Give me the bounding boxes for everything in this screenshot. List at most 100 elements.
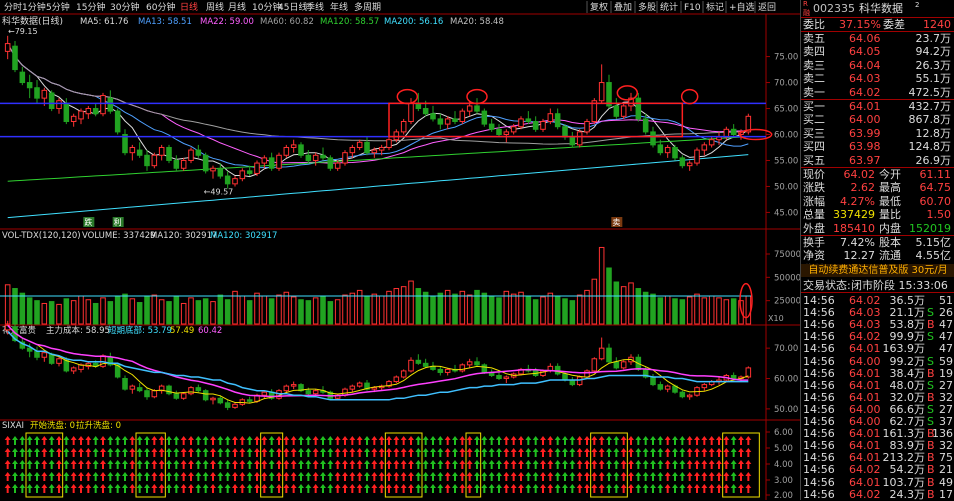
volume-bar[interactable] bbox=[525, 295, 532, 325]
candle-body[interactable] bbox=[254, 162, 260, 174]
ind2-candle-body[interactable] bbox=[466, 361, 473, 366]
ind2-candle-body[interactable] bbox=[34, 350, 40, 358]
ind2-candle-body[interactable] bbox=[657, 384, 664, 390]
candle-body[interactable] bbox=[114, 110, 121, 133]
volume-bar[interactable] bbox=[371, 293, 378, 325]
candle-body[interactable] bbox=[569, 136, 576, 146]
volume-bar[interactable] bbox=[298, 299, 304, 325]
candle-body[interactable] bbox=[56, 100, 62, 110]
candle-body[interactable] bbox=[657, 144, 664, 154]
candle-body[interactable] bbox=[540, 121, 546, 130]
volume-bar[interactable] bbox=[415, 288, 422, 325]
volume-bar[interactable] bbox=[672, 298, 678, 325]
tab-10[interactable]: 45日线 bbox=[278, 1, 307, 13]
ind2-candle-body[interactable] bbox=[63, 359, 70, 372]
volume-bar[interactable] bbox=[268, 298, 275, 325]
volume-bar[interactable] bbox=[444, 289, 451, 325]
volume-bar[interactable] bbox=[19, 292, 26, 325]
ind2-candle-body[interactable] bbox=[232, 403, 238, 408]
ind2-candle-body[interactable] bbox=[422, 362, 429, 367]
candle-body[interactable] bbox=[503, 131, 510, 135]
volume-bar[interactable] bbox=[378, 295, 385, 325]
candle-body[interactable] bbox=[290, 144, 297, 148]
tab-2[interactable]: 5分钟 bbox=[46, 1, 70, 13]
candle-body[interactable] bbox=[613, 105, 620, 117]
candle-body[interactable] bbox=[364, 141, 370, 154]
ind2-candle-body[interactable] bbox=[41, 352, 48, 358]
volume-bar[interactable] bbox=[320, 295, 326, 325]
candle-body[interactable] bbox=[415, 102, 422, 110]
ind2-candle-body[interactable] bbox=[166, 385, 172, 395]
ind2-candle-body[interactable] bbox=[459, 364, 466, 372]
tab-9[interactable]: 10分钟 bbox=[252, 1, 281, 13]
candle-body[interactable] bbox=[686, 162, 693, 167]
candle-body[interactable] bbox=[591, 100, 598, 123]
ind2-candle-body[interactable] bbox=[26, 347, 33, 352]
candle-body[interactable] bbox=[246, 170, 253, 174]
candle-body[interactable] bbox=[422, 108, 429, 115]
volume-bar[interactable] bbox=[474, 289, 480, 325]
volume-bar[interactable] bbox=[496, 297, 502, 325]
volume-bar[interactable] bbox=[518, 291, 524, 325]
candle-body[interactable] bbox=[144, 154, 150, 167]
ind2-candle-body[interactable] bbox=[305, 390, 312, 395]
ind2-candle-body[interactable] bbox=[481, 364, 488, 373]
candle-body[interactable] bbox=[576, 131, 583, 146]
candle-body[interactable] bbox=[672, 146, 678, 159]
volume-bar[interactable] bbox=[188, 297, 194, 325]
volume-bar[interactable] bbox=[276, 294, 282, 325]
ind2-candle-body[interactable] bbox=[650, 376, 656, 386]
candle-body[interactable] bbox=[701, 144, 708, 151]
candle-body[interactable] bbox=[166, 146, 172, 161]
volume-bar[interactable] bbox=[173, 295, 180, 325]
volume-bar[interactable] bbox=[408, 280, 414, 325]
candle-body[interactable] bbox=[620, 105, 627, 117]
volume-bar[interactable] bbox=[364, 296, 370, 325]
ind2-candle-body[interactable] bbox=[400, 370, 407, 378]
toolbar-button-4[interactable]: F10 bbox=[684, 3, 701, 13]
ind2-candle-body[interactable] bbox=[664, 385, 671, 390]
candle-body[interactable] bbox=[716, 136, 722, 141]
candle-body[interactable] bbox=[628, 97, 634, 107]
candle-body[interactable] bbox=[320, 154, 326, 159]
volume-bar[interactable] bbox=[210, 301, 216, 325]
toolbar-button-3[interactable]: 统计 bbox=[660, 1, 678, 13]
volume-bar[interactable] bbox=[129, 298, 136, 325]
promo-banner[interactable]: 自动续费通达信普及版 30元/月 bbox=[801, 264, 954, 277]
ind2-candle-body[interactable] bbox=[122, 378, 128, 390]
candle-body[interactable] bbox=[327, 157, 334, 169]
candle-body[interactable] bbox=[268, 157, 275, 169]
candle-body[interactable] bbox=[12, 45, 18, 71]
candle-body[interactable] bbox=[547, 113, 554, 123]
volume-bar[interactable] bbox=[85, 299, 92, 325]
ind2-candle-body[interactable] bbox=[56, 358, 62, 364]
ind2-candle-body[interactable] bbox=[188, 387, 194, 395]
volume-bar[interactable] bbox=[166, 301, 172, 325]
candle-body[interactable] bbox=[19, 71, 26, 84]
volume-bar[interactable] bbox=[540, 296, 546, 325]
candle-body[interactable] bbox=[41, 89, 48, 99]
ind2-candle-body[interactable] bbox=[129, 385, 136, 390]
volume-bar[interactable] bbox=[562, 298, 568, 325]
ind2-candle-body[interactable] bbox=[217, 397, 224, 404]
volume-bar[interactable] bbox=[151, 294, 158, 325]
candle-body[interactable] bbox=[400, 121, 407, 133]
candle-body[interactable] bbox=[261, 157, 268, 164]
volume-bar[interactable] bbox=[136, 302, 143, 325]
candle-body[interactable] bbox=[63, 102, 70, 123]
candle-body[interactable] bbox=[342, 152, 348, 164]
ind2-candle-body[interactable] bbox=[503, 376, 510, 380]
ind2-candle-body[interactable] bbox=[613, 361, 620, 369]
ind2-candle-body[interactable] bbox=[745, 367, 752, 378]
ind2-candle-body[interactable] bbox=[686, 394, 693, 398]
candle-body[interactable] bbox=[598, 82, 605, 102]
volume-bar[interactable] bbox=[488, 295, 495, 325]
volume-bar[interactable] bbox=[195, 300, 202, 325]
volume-bar[interactable] bbox=[144, 296, 150, 325]
volume-bar[interactable] bbox=[224, 299, 231, 325]
candle-body[interactable] bbox=[466, 105, 473, 112]
volume-bar[interactable] bbox=[48, 301, 55, 325]
volume-bar[interactable] bbox=[628, 282, 634, 325]
